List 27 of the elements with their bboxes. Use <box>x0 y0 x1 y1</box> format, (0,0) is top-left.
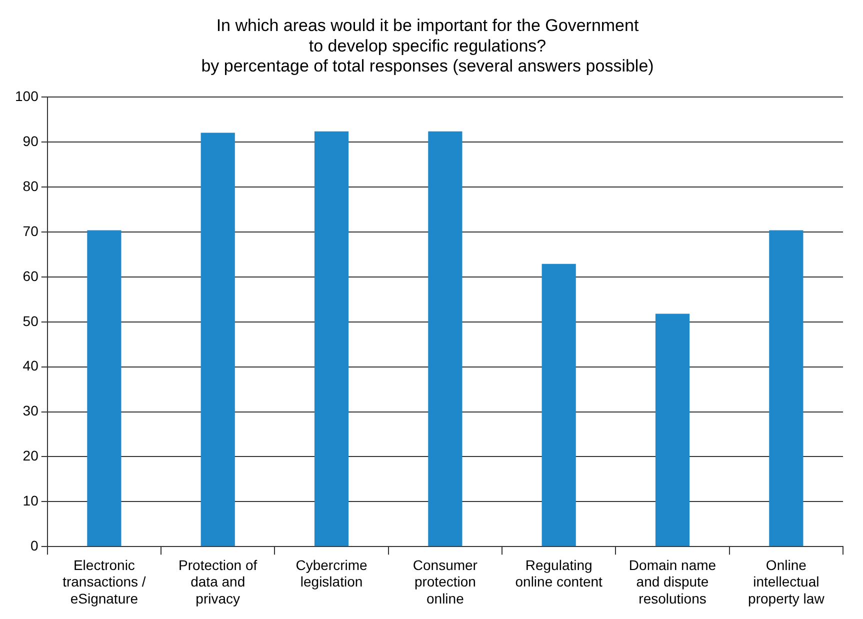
y-tick-label: 80 <box>22 178 39 194</box>
x-tick-label: Electronic transactions / eSignature <box>62 556 146 606</box>
bar <box>542 264 576 546</box>
y-tick-label: 0 <box>30 537 39 554</box>
chart-subtitle: by percentage of total responses (several answers possible) <box>201 56 654 76</box>
chart-title: In which areas would it be important for the Government to develop specific regulations? <box>216 16 639 56</box>
x-tick-label: Domain name and dispute resolutions <box>628 556 716 606</box>
bar <box>428 131 462 546</box>
bar <box>655 314 690 546</box>
y-tick-label: 20 <box>22 448 39 464</box>
bar <box>769 230 804 546</box>
y-tick-label: 100 <box>15 88 39 104</box>
x-tick-label: Protection of data and privacy <box>178 556 258 606</box>
y-tick-label: 90 <box>22 133 39 149</box>
y-tick-label: 10 <box>22 492 39 509</box>
bar <box>314 131 349 546</box>
y-tick-label: 50 <box>22 312 39 329</box>
y-tick-label: 70 <box>22 222 39 239</box>
x-tick-label: Cybercrime legislation <box>296 556 368 590</box>
y-tick-label: 30 <box>22 402 39 419</box>
x-tick-label: Consumer protection online <box>412 556 478 606</box>
bar <box>87 230 122 546</box>
bar <box>200 132 235 546</box>
y-tick-label: 60 <box>22 268 39 284</box>
x-tick-label: Online intellectual property law <box>748 556 826 606</box>
y-tick-label: 40 <box>22 358 39 374</box>
x-tick-label: Regulating online content <box>515 556 603 590</box>
